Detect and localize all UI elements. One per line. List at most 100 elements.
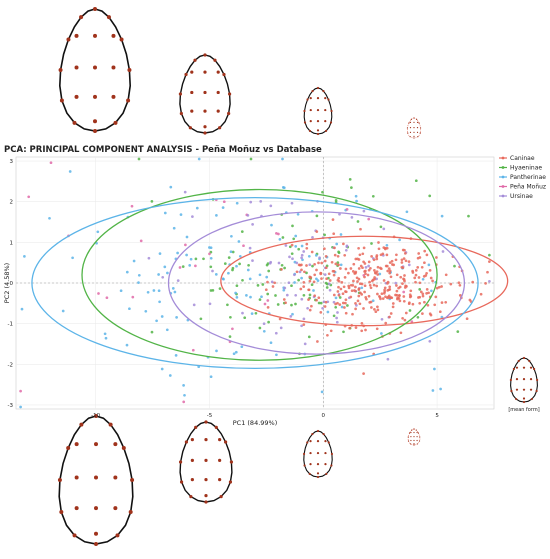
data-point — [305, 271, 308, 275]
data-point — [188, 264, 192, 267]
data-point — [228, 335, 232, 338]
data-point — [431, 389, 435, 392]
data-point — [185, 235, 189, 239]
data-point — [465, 317, 469, 321]
data-point — [324, 255, 328, 258]
data-point — [401, 248, 405, 252]
data-point — [362, 260, 365, 264]
data-point — [390, 259, 394, 263]
data-point — [285, 293, 289, 297]
data-point — [323, 273, 327, 276]
outline-landmark — [515, 397, 518, 401]
outline-landmark — [219, 495, 223, 499]
data-point — [353, 289, 356, 292]
data-point — [435, 286, 439, 290]
data-point — [334, 296, 338, 300]
data-point — [316, 279, 320, 282]
outline-landmark — [93, 129, 97, 133]
data-point — [479, 292, 483, 296]
data-point — [403, 274, 406, 277]
data-point — [234, 350, 238, 354]
outline-landmark — [533, 367, 536, 371]
data-point — [418, 301, 422, 305]
data-point — [417, 252, 421, 255]
data-point — [235, 264, 238, 268]
data-point — [367, 268, 371, 272]
interior-landmark — [529, 366, 533, 369]
data-point — [350, 289, 354, 293]
data-point — [243, 316, 247, 320]
outline-landmark — [227, 111, 231, 116]
data-point — [359, 291, 362, 295]
data-point — [375, 327, 379, 331]
data-point — [389, 275, 393, 279]
data-point — [323, 233, 326, 237]
data-point — [283, 286, 287, 290]
interior-landmark — [218, 478, 222, 482]
outline-landmark — [66, 446, 71, 450]
data-point — [179, 213, 183, 216]
data-point — [317, 296, 321, 300]
data-point — [362, 209, 366, 213]
interior-landmark — [204, 438, 208, 442]
data-point — [226, 303, 229, 307]
interior-landmark — [316, 97, 320, 100]
data-point — [402, 299, 406, 303]
data-point — [332, 232, 336, 236]
y-tick-label: 0 — [10, 281, 14, 287]
data-point — [411, 271, 415, 274]
outline-landmark — [316, 132, 320, 136]
data-point — [320, 277, 323, 280]
outline-landmark — [517, 359, 520, 363]
outline-landmark — [213, 58, 217, 62]
data-point — [345, 244, 349, 248]
data-point — [425, 288, 429, 291]
data-point — [23, 255, 26, 258]
data-point — [387, 294, 391, 298]
data-point — [169, 185, 173, 189]
data-point — [306, 306, 309, 310]
data-point — [155, 319, 158, 323]
confidence-ellipse — [81, 188, 438, 361]
y-tick-label: -1 — [8, 322, 13, 328]
data-point — [344, 311, 348, 315]
data-point — [378, 272, 382, 276]
data-point — [402, 290, 406, 294]
data-point — [344, 248, 348, 252]
data-point — [132, 259, 136, 263]
y-tick-label: 3 — [10, 159, 14, 165]
outline-landmark — [510, 389, 513, 393]
data-point — [321, 306, 324, 310]
data-point — [411, 302, 415, 306]
data-point — [258, 326, 262, 330]
data-point — [418, 256, 422, 259]
data-point — [209, 289, 213, 292]
interior-landmark — [529, 388, 533, 391]
data-point — [426, 303, 430, 307]
data-point — [276, 303, 280, 306]
data-point — [274, 294, 277, 297]
interior-landmark — [416, 439, 418, 442]
interior-landmark — [93, 119, 97, 124]
interior-landmark — [416, 127, 419, 129]
data-point — [416, 315, 420, 319]
interior-landmark — [309, 120, 312, 123]
data-point — [360, 286, 364, 290]
data-point — [303, 342, 307, 346]
outline-landmark — [410, 118, 412, 120]
data-point — [291, 257, 294, 261]
data-point — [222, 277, 225, 281]
outline-landmark — [522, 400, 526, 404]
outline-landmark — [308, 472, 311, 476]
data-point — [312, 280, 316, 284]
data-point — [343, 253, 347, 257]
data-point — [310, 250, 314, 254]
data-point — [241, 278, 244, 282]
data-point — [158, 300, 161, 304]
outline-landmark — [303, 109, 306, 113]
interior-landmark — [309, 97, 312, 100]
data-point — [328, 279, 332, 282]
data-point — [414, 273, 418, 277]
data-point — [302, 250, 306, 253]
y-tick-label: -3 — [8, 403, 14, 409]
